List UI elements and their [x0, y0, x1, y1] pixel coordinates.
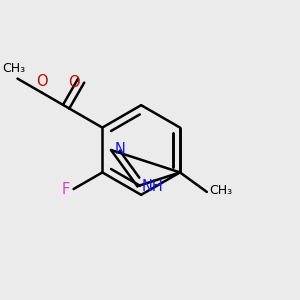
Text: O: O [36, 74, 48, 89]
Text: O: O [69, 75, 80, 90]
Text: F: F [61, 182, 70, 196]
Text: N: N [115, 142, 126, 158]
Text: CH₃: CH₃ [3, 61, 26, 75]
Text: NH: NH [141, 179, 163, 194]
Text: CH₃: CH₃ [209, 184, 232, 197]
